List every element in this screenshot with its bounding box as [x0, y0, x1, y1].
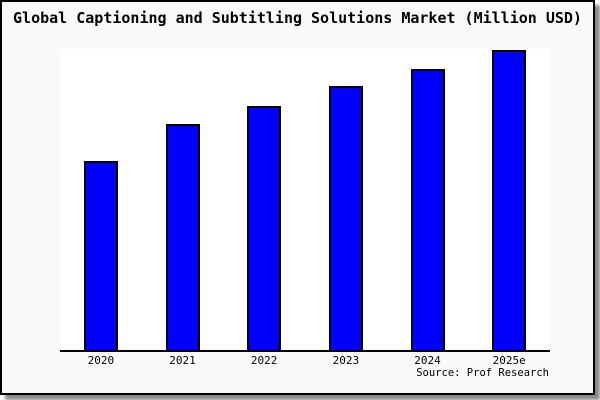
x-axis-labels: 2020 2021 2022 2023 2024 2025e — [60, 354, 550, 368]
x-tick-label-2025e: 2025e — [492, 354, 526, 367]
x-tick-label-2020: 2020 — [87, 354, 115, 367]
source-credit: Source: Prof Research — [416, 367, 549, 379]
bar-2022 — [247, 106, 281, 350]
bar-2021 — [166, 124, 200, 350]
x-tick-label-2024: 2024 — [414, 354, 441, 367]
chart-title: Global Captioning and Subtitling Solutio… — [13, 9, 582, 27]
x-tick-label-2021: 2021 — [169, 354, 196, 367]
x-tick-label-2022: 2022 — [250, 354, 278, 367]
bar-2024 — [411, 69, 445, 350]
bar-2020 — [84, 161, 118, 350]
bar-2023 — [329, 86, 363, 350]
chart-figure: Global Captioning and Subtitling Solutio… — [0, 0, 595, 395]
bar-2025e — [492, 50, 526, 350]
plot-area — [60, 49, 550, 352]
x-tick-label-2023: 2023 — [332, 354, 360, 367]
